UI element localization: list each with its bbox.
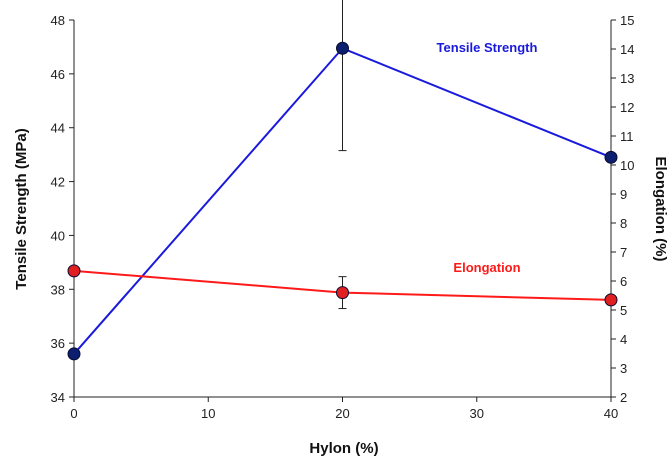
y2-tick-label: 4 bbox=[620, 332, 627, 347]
y-tick-label: 38 bbox=[51, 282, 65, 297]
y-tick-label: 46 bbox=[51, 67, 65, 82]
y2-axis-title: Elongation (%) bbox=[652, 157, 669, 262]
y-tick-label: 48 bbox=[51, 13, 65, 28]
data-point-tensile-strength bbox=[604, 150, 618, 164]
y-tick-label: 34 bbox=[51, 390, 65, 405]
y2-tick-label: 15 bbox=[620, 13, 634, 28]
y2-tick-label: 5 bbox=[620, 303, 627, 318]
y-tick-label: 40 bbox=[51, 228, 65, 243]
y2-tick-label: 11 bbox=[620, 129, 634, 144]
annotation-elongation: Elongation bbox=[453, 260, 520, 275]
data-point-elongation bbox=[336, 286, 349, 300]
x-tick-label: 20 bbox=[335, 406, 349, 421]
data-point-elongation bbox=[67, 264, 81, 278]
y-axis-title: Tensile Strength (MPa) bbox=[13, 128, 30, 289]
y-tick-label: 36 bbox=[51, 336, 65, 351]
y2-tick-label: 13 bbox=[620, 71, 634, 86]
data-point-elongation bbox=[604, 293, 618, 307]
y2-tick-label: 3 bbox=[620, 361, 627, 376]
y2-tick-label: 12 bbox=[620, 100, 634, 115]
x-axis-title: Hylon (%) bbox=[309, 440, 378, 457]
y2-tick-label: 8 bbox=[620, 216, 627, 231]
y-tick-label: 44 bbox=[51, 121, 65, 136]
series-layer bbox=[67, 0, 618, 361]
x-tick-label: 0 bbox=[70, 406, 77, 421]
y2-tick-label: 10 bbox=[620, 158, 634, 173]
x-tick-label: 30 bbox=[470, 406, 484, 421]
data-point-tensile-strength bbox=[336, 41, 349, 55]
axes: 0 10 20 30 403436384042444648234567891011121… bbox=[51, 13, 635, 421]
y2-tick-label: 14 bbox=[620, 42, 634, 57]
y2-tick-label: 6 bbox=[620, 274, 627, 289]
y2-tick-label: 7 bbox=[620, 245, 627, 260]
y-tick-label: 42 bbox=[51, 175, 65, 190]
x-tick-label: 40 bbox=[604, 406, 618, 421]
y2-tick-label: 9 bbox=[620, 187, 627, 202]
y2-tick-label: 2 bbox=[620, 390, 627, 405]
annotation-tensile-strength: Tensile Strength bbox=[437, 40, 538, 55]
x-tick-label: 10 bbox=[201, 406, 215, 421]
data-point-tensile-strength bbox=[67, 347, 81, 361]
